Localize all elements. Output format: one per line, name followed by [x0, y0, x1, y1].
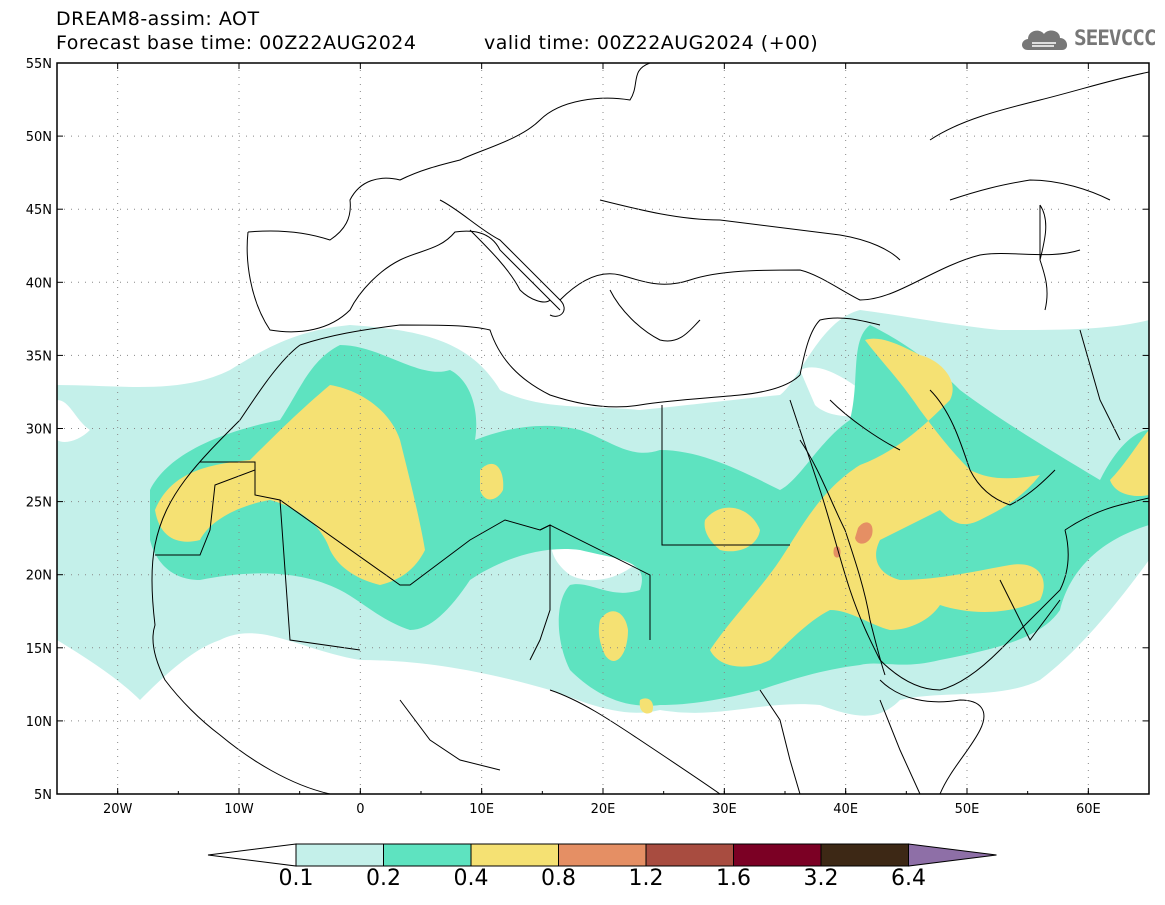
seevccc-logo: SEEVCCC	[1018, 24, 1158, 56]
colorbar-box	[820, 843, 909, 867]
colorbar-label: 0.4	[453, 866, 489, 891]
lat-label: 25N	[26, 496, 52, 511]
cloud-icon	[1022, 30, 1068, 50]
lon-label: 30E	[712, 802, 737, 817]
colorbar-label: 1.6	[716, 866, 751, 891]
lat-label: 45N	[26, 203, 52, 218]
lat-label: 15N	[26, 642, 52, 657]
lat-label: 10N	[26, 715, 52, 730]
logo-text: SEEVCCC	[1074, 26, 1157, 50]
colorbar-label: 0.8	[541, 866, 576, 891]
lon-label: 60E	[1076, 802, 1101, 817]
coastlines	[151, 63, 1149, 794]
colorbar-box	[733, 843, 822, 867]
title-base-time: Forecast base time: 00Z22AUG2024	[56, 32, 417, 54]
lon-label: 50E	[955, 802, 980, 817]
lat-label: 20N	[26, 569, 52, 584]
lon-label: 20E	[591, 802, 616, 817]
colorbar-box	[470, 843, 559, 867]
colorbar-label: 6.4	[891, 866, 926, 891]
colorbar-under-arrow	[207, 843, 297, 867]
colorbar-over-arrow	[908, 843, 997, 867]
aot-field	[57, 310, 1149, 716]
aot-band-yellow	[155, 385, 425, 585]
colorbar-box	[558, 843, 647, 867]
lat-label: 30N	[26, 423, 52, 438]
title-valid-time: valid time: 00Z22AUG2024 (+00)	[484, 32, 819, 54]
lat-label: 40N	[26, 276, 52, 291]
lat-label: 55N	[26, 57, 52, 72]
aot-band-orange	[855, 522, 873, 544]
colorbar-box	[295, 843, 384, 867]
grid-lines	[57, 63, 1149, 794]
colorbar-label: 0.1	[278, 866, 314, 891]
colorbar-label: 1.2	[628, 866, 664, 891]
lon-label: 20W	[103, 802, 133, 817]
lat-label: 5N	[34, 788, 52, 803]
lat-label: 50N	[26, 130, 52, 145]
colorbar	[207, 843, 997, 867]
map-frame	[56, 62, 1150, 795]
colorbar-box	[383, 843, 472, 867]
colorbar-label: 3.2	[803, 866, 839, 891]
title-variable: DREAM8-assim: AOT	[56, 8, 260, 30]
colorbar-label: 0.2	[366, 866, 401, 891]
lon-label: 10E	[469, 802, 494, 817]
lon-label: 10W	[224, 802, 254, 817]
lat-label: 35N	[26, 349, 52, 364]
lon-label: 0	[356, 802, 364, 817]
colorbar-box	[645, 843, 734, 867]
axis-ticks: 55N 50N 45N 40N 35N 30N 25N 20N 15N 10N 5N 20W 10W 0 1…	[26, 57, 1150, 817]
lon-label: 40E	[833, 802, 858, 817]
